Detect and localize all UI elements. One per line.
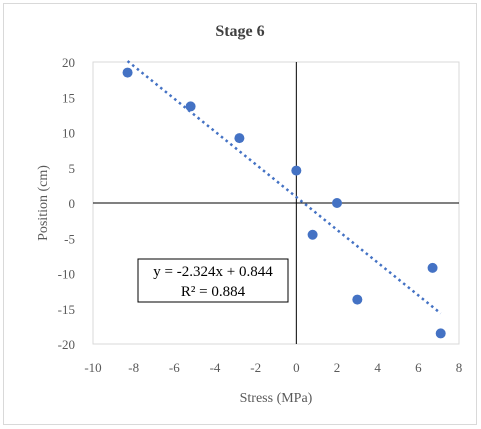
y-tick-label: -15 — [58, 302, 75, 317]
data-point — [307, 229, 318, 240]
x-tick-label: -8 — [128, 360, 139, 375]
y-axis-title: Position (cm) — [36, 165, 51, 241]
data-point — [435, 328, 446, 339]
axes — [93, 62, 459, 344]
chart-title: Stage 6 — [215, 23, 264, 40]
x-tick-label: -6 — [169, 360, 180, 375]
data-point — [332, 198, 342, 208]
data-point — [122, 67, 133, 78]
trendline-equation: y = -2.324x + 0.844 — [153, 264, 273, 280]
x-tick-label: 2 — [334, 360, 341, 375]
y-tick-label: 5 — [69, 161, 76, 176]
y-tick-label: 10 — [62, 126, 75, 141]
x-tick-label: -10 — [84, 360, 101, 375]
chart-frame — [3, 3, 477, 425]
x-tick-label: 8 — [456, 360, 463, 375]
data-point — [352, 294, 363, 305]
x-axis-title: Stress (MPa) — [240, 391, 313, 406]
trendline — [126, 60, 442, 315]
x-tick-label: 4 — [374, 360, 381, 375]
data-point — [291, 165, 302, 176]
y-tick-label: 0 — [69, 196, 76, 211]
y-tick-label: -20 — [58, 337, 75, 352]
equation-box: y = -2.324x + 0.844 R² = 0.884 — [137, 258, 289, 303]
y-tick-label: -10 — [58, 267, 75, 282]
data-point — [234, 133, 245, 144]
x-tick-label: -4 — [210, 360, 221, 375]
data-points — [122, 67, 446, 339]
equation-box-frame — [137, 258, 289, 303]
data-point — [185, 101, 196, 112]
r-squared-label: R² = 0.884 — [181, 284, 246, 300]
x-tick-label: -2 — [250, 360, 261, 375]
data-point — [427, 262, 438, 273]
x-tick-label: 6 — [415, 360, 422, 375]
trendline-path — [126, 60, 442, 315]
y-tick-label: 20 — [62, 55, 75, 70]
x-tick-label: 0 — [293, 360, 300, 375]
y-tick-label: -5 — [64, 231, 75, 246]
y-tick-label: 15 — [62, 90, 75, 105]
